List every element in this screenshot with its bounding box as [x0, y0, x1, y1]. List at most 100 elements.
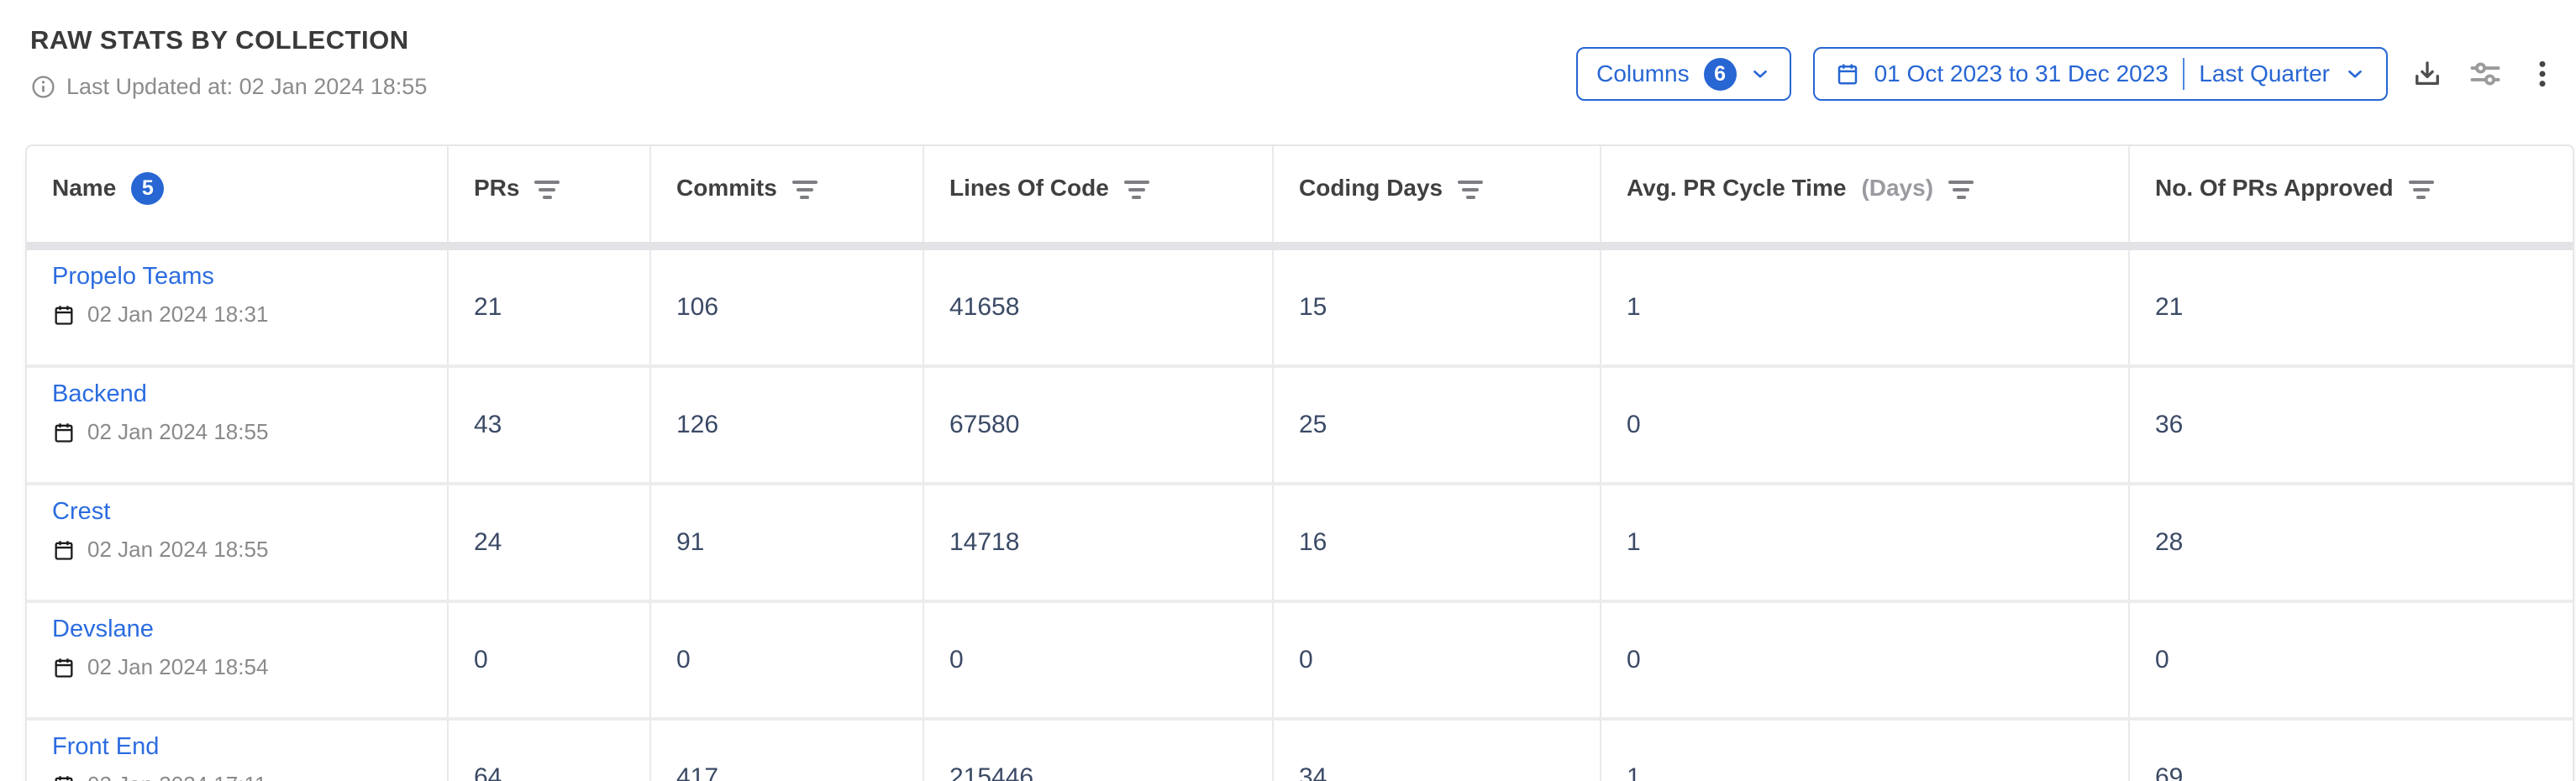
collection-cell: Front End 02 Jan 2024 17:11	[27, 719, 449, 781]
sliders-icon	[2470, 62, 2500, 86]
column-header-lines-of-code: Lines Of Code	[923, 146, 1274, 246]
column-header-label: Name	[52, 175, 117, 201]
table-header-row: Name 5 PRs Commits	[27, 146, 2573, 246]
cell-prs-approved: 69	[2155, 763, 2184, 781]
calendar-icon	[55, 775, 73, 781]
cell-commits: 91	[650, 484, 924, 601]
table-row: Front End 02 Jan 2024 17:11 64 417 21544…	[27, 719, 2573, 781]
download-button[interactable]	[2410, 56, 2445, 92]
cell-avg-pr-cycle-time: 1	[1601, 246, 2130, 366]
row-updated: 02 Jan 2024 18:54	[52, 654, 447, 680]
column-header-coding-days: Coding Days	[1273, 146, 1601, 246]
column-header-label: Lines Of Code	[949, 175, 1109, 201]
columns-button[interactable]: Columns 6	[1576, 47, 1791, 101]
row-updated: 02 Jan 2024 18:55	[52, 419, 447, 445]
cell-lines-of-code: 0	[923, 601, 1274, 719]
cell-avg-pr-cycle-time: 1	[1601, 719, 2130, 781]
collection-link[interactable]: Devslane	[52, 616, 154, 642]
row-updated-text: 02 Jan 2024 18:55	[87, 419, 269, 444]
date-range-text: 01 Oct 2023 to 31 Dec 2023	[1874, 60, 2169, 86]
cell-avg-pr-cycle-time: 0	[1601, 601, 2130, 719]
collection-link[interactable]: Propelo Teams	[52, 263, 214, 290]
filter-icon[interactable]	[534, 177, 560, 199]
cell-coding-days: 16	[1273, 484, 1601, 601]
row-updated-text: 02 Jan 2024 18:55	[87, 537, 269, 562]
cell-coding-days: 34	[1273, 719, 1601, 781]
row-updated: 02 Jan 2024 18:31	[52, 301, 447, 328]
page-title: RAW STATS BY COLLECTION	[30, 25, 409, 55]
more-options-button[interactable]	[2526, 55, 2559, 92]
columns-button-label: Columns	[1596, 60, 1690, 86]
table-row: Devslane 02 Jan 2024 18:54 0 0 0 0 0 0	[27, 601, 2573, 719]
collection-cell: Devslane 02 Jan 2024 18:54	[27, 601, 449, 719]
table-row: Backend 02 Jan 2024 18:55 43 126 67580 2…	[27, 366, 2573, 484]
title-block: RAW STATS BY COLLECTION Last Updated at:…	[30, 25, 427, 100]
cell-prs-approved: 0	[2155, 646, 2169, 674]
row-updated: 02 Jan 2024 17:11	[52, 772, 447, 781]
settings-button[interactable]	[2467, 55, 2504, 92]
chevron-down-icon	[1753, 70, 1767, 78]
cell-lines-of-code: 41658	[923, 246, 1274, 366]
column-header-name: Name 5	[27, 146, 449, 246]
cell-commits: 106	[650, 246, 924, 366]
cell-avg-pr-cycle-time: 0	[1601, 366, 2130, 484]
cell-prs: 24	[448, 484, 651, 601]
column-header-suffix: (Days)	[1861, 175, 1934, 201]
cell-prs-approved: 28	[2155, 528, 2184, 556]
column-header-label: Coding Days	[1299, 175, 1443, 201]
cell-coding-days: 25	[1273, 366, 1601, 484]
table-row: Crest 02 Jan 2024 18:55 24 91 14718 16 1…	[27, 484, 2573, 601]
info-icon[interactable]	[30, 74, 56, 100]
row-updated: 02 Jan 2024 18:55	[52, 537, 447, 563]
cell-coding-days: 15	[1273, 246, 1601, 366]
calendar-icon	[55, 658, 73, 678]
cell-lines-of-code: 215446	[923, 719, 1274, 781]
column-header-commits: Commits	[650, 146, 924, 246]
calendar-icon	[55, 422, 73, 443]
last-updated-text: Last Updated at: 02 Jan 2024 18:55	[66, 74, 428, 99]
kebab-menu-icon	[2539, 60, 2546, 87]
table-row: Propelo Teams 02 Jan 2024 18:31 21 106 4…	[27, 246, 2573, 366]
columns-count-badge: 6	[1703, 57, 1737, 91]
calendar-icon	[55, 540, 73, 560]
collection-cell: Backend 02 Jan 2024 18:55	[27, 366, 449, 484]
collection-cell: Crest 02 Jan 2024 18:55	[27, 484, 449, 601]
column-header-label: PRs	[474, 175, 520, 201]
cell-prs-approved: 36	[2155, 411, 2184, 438]
collection-cell: Propelo Teams 02 Jan 2024 18:31	[27, 246, 449, 366]
date-preset-label: Last Quarter	[2199, 60, 2330, 86]
collection-link[interactable]: Backend	[52, 380, 147, 407]
column-header-prs-approved: No. Of PRs Approved	[2129, 146, 2573, 246]
date-range-button[interactable]: 01 Oct 2023 to 31 Dec 2023 Last Quarter	[1812, 47, 2388, 101]
filter-icon[interactable]	[1948, 177, 1974, 199]
cell-avg-pr-cycle-time: 1	[1601, 484, 2130, 601]
cell-prs: 43	[448, 366, 651, 484]
collection-link[interactable]: Crest	[52, 498, 111, 525]
cell-prs: 0	[448, 601, 651, 719]
cell-prs: 64	[448, 719, 651, 781]
topbar: RAW STATS BY COLLECTION Last Updated at:…	[0, 0, 2576, 144]
collection-link[interactable]: Front End	[52, 733, 160, 760]
column-header-prs: PRs	[448, 146, 651, 246]
collections-count-badge: 5	[131, 171, 165, 205]
filter-icon[interactable]	[1458, 177, 1484, 199]
column-header-label: Avg. PR Cycle Time	[1627, 175, 1847, 201]
cell-prs: 21	[448, 246, 651, 366]
header-controls: Columns 6 01 Oct 2023 to 31 Dec 2023 Las…	[1576, 47, 2559, 101]
cell-lines-of-code: 14718	[923, 484, 1274, 601]
cell-commits: 417	[650, 719, 924, 781]
row-updated-text: 02 Jan 2024 17:11	[87, 772, 266, 781]
raw-stats-table: Name 5 PRs Commits	[25, 144, 2574, 781]
filter-icon[interactable]	[2408, 177, 2434, 199]
cell-commits: 0	[650, 601, 924, 719]
filter-icon[interactable]	[791, 177, 817, 199]
column-header-label: No. Of PRs Approved	[2155, 175, 2394, 201]
date-range-divider	[2182, 58, 2185, 90]
cell-coding-days: 0	[1273, 601, 1601, 719]
cell-prs-approved: 21	[2155, 293, 2184, 321]
cell-commits: 126	[650, 366, 924, 484]
row-updated-text: 02 Jan 2024 18:54	[87, 654, 269, 679]
calendar-icon	[1837, 64, 1857, 85]
filter-icon[interactable]	[1123, 177, 1149, 199]
